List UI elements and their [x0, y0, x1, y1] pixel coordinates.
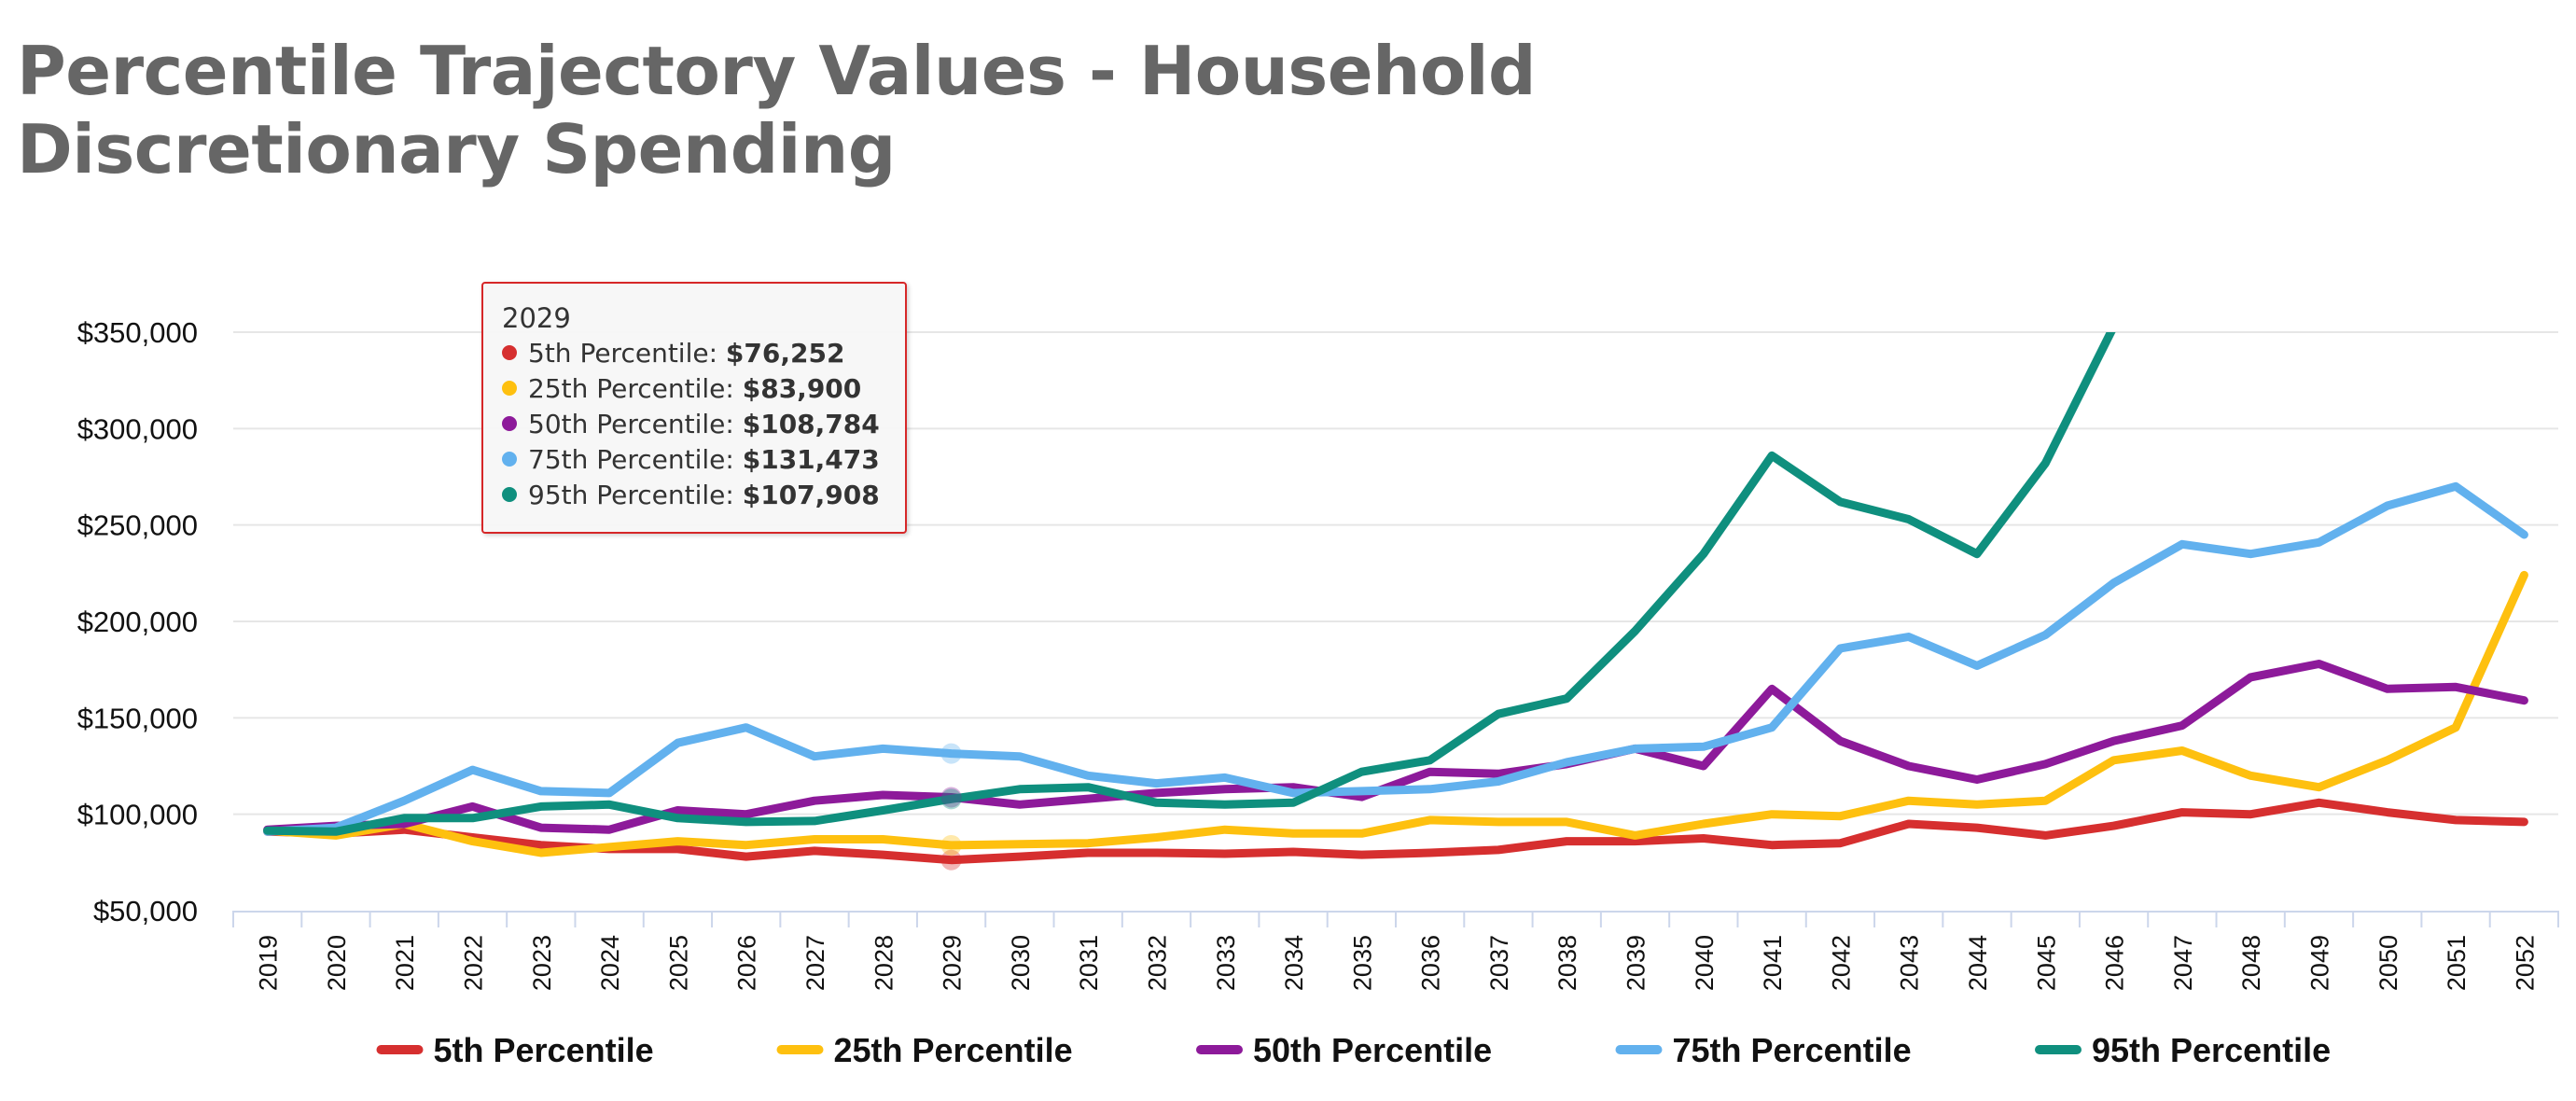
x-tick-label: 2045	[2032, 935, 2060, 991]
x-tick-label: 2026	[733, 935, 761, 991]
series-line-3[interactable]	[263, 660, 2528, 834]
tooltip-dot-75th	[502, 452, 517, 467]
tooltip-dot-50th	[502, 416, 517, 431]
legend-label-2[interactable]: 25th Percentile	[834, 1031, 1073, 1069]
x-tick-label: 2040	[1691, 935, 1719, 991]
x-tick-label: 2049	[2305, 935, 2333, 991]
tooltip-label-5th: 5th Percentile:	[528, 338, 726, 369]
series-line-2[interactable]	[263, 570, 2528, 857]
y-tick-label: $250,000	[77, 509, 198, 542]
x-tick-label: 2042	[1827, 935, 1855, 991]
tooltip-value-95th: $107,908	[742, 480, 880, 510]
chart-title: Percentile Trajectory Values - Household…	[17, 32, 1537, 188]
x-tick-label: 2023	[528, 935, 556, 991]
series-line-4[interactable]	[263, 481, 2528, 836]
x-tick-label: 2047	[2169, 935, 2197, 991]
legend-label-1[interactable]: 5th Percentile	[434, 1031, 654, 1069]
x-tick-label: 2025	[664, 935, 692, 991]
series-line-1[interactable]	[263, 798, 2528, 865]
axes: $50,000 $100,000 $150,000 $200,000 $250,000 $…	[77, 316, 2559, 991]
tooltip-value-75th: $131,473	[742, 444, 880, 475]
y-tick-label: $300,000	[77, 412, 198, 445]
tooltip-row-75th: 75th Percentile: $131,473	[502, 442, 905, 478]
y-tick-label: $50,000	[93, 895, 198, 927]
x-tick-label: 2033	[1212, 935, 1240, 991]
y-tick-label: $100,000	[77, 799, 198, 831]
tooltip-row-95th: 95th Percentile: $107,908	[502, 478, 905, 513]
x-tick-label: 2029	[939, 935, 967, 991]
tooltip-label-75th: 75th Percentile:	[528, 444, 743, 475]
x-tick-label: 2031	[1075, 935, 1103, 991]
x-tick-label: 2035	[1348, 935, 1376, 991]
tooltip-dot-25th	[502, 381, 517, 396]
chart-title-line-1: Percentile Trajectory Values - Household	[17, 32, 1537, 110]
x-tick-label: 2020	[323, 935, 351, 991]
hover-marker-2	[940, 834, 962, 856]
hover-marker-4	[940, 743, 962, 764]
tooltip: 2029 5th Percentile: $76,252 25th Percen…	[481, 282, 907, 534]
x-tick-label: 2050	[2374, 935, 2402, 991]
hover-marker-1	[940, 849, 962, 871]
tooltip-value-25th: $83,900	[742, 373, 862, 404]
x-tick-label: 2041	[1759, 935, 1787, 991]
tooltip-row-50th: 50th Percentile: $108,784	[502, 407, 905, 442]
hover-marker-3	[940, 787, 962, 808]
hover-marker-5	[940, 788, 962, 810]
tooltip-header: 2029	[502, 302, 571, 334]
y-tick-label: $200,000	[77, 606, 198, 638]
x-tick-label: 2052	[2511, 935, 2539, 991]
x-tick-label: 2024	[596, 935, 624, 991]
x-tick-label: 2038	[1553, 935, 1581, 991]
hover-markers	[940, 743, 962, 871]
x-tick-label: 2022	[460, 935, 488, 991]
x-tick-label: 2046	[2101, 935, 2129, 991]
chart-title-line-2: Discretionary Spending	[17, 110, 896, 188]
tooltip-label-95th: 95th Percentile:	[528, 480, 743, 510]
tooltip-value-50th: $108,784	[742, 409, 880, 439]
legend-label-4[interactable]: 75th Percentile	[1673, 1031, 1912, 1069]
x-tick-label: 2034	[1280, 935, 1308, 991]
x-tick-label: 2019	[255, 935, 283, 991]
x-tick-label: 2051	[2443, 935, 2471, 991]
series-line-5[interactable]	[263, 327, 2116, 836]
y-tick-label: $150,000	[77, 702, 198, 734]
x-tick-label: 2032	[1143, 935, 1171, 991]
x-tick-label: 2027	[801, 935, 829, 991]
x-tick-label: 2037	[1485, 935, 1513, 991]
x-tick-label: 2028	[870, 935, 898, 991]
x-tick-label: 2036	[1417, 935, 1445, 991]
legend-label-5[interactable]: 95th Percentile	[2092, 1031, 2331, 1069]
x-tick-label: 2021	[391, 935, 419, 991]
legend-label-3[interactable]: 50th Percentile	[1253, 1031, 1492, 1069]
y-tick-label: $350,000	[77, 316, 198, 349]
x-tick-label: 2044	[1964, 935, 1992, 991]
tooltip-dot-95th	[502, 487, 517, 502]
tooltip-row-5th: 5th Percentile: $76,252	[502, 336, 905, 371]
legend[interactable]: 5th Percentile 25th Percentile 50th Percen…	[376, 1031, 2332, 1069]
x-tick-label: 2039	[1622, 935, 1650, 991]
tooltip-label-50th: 50th Percentile:	[528, 409, 743, 439]
tooltip-label-25th: 25th Percentile:	[528, 373, 743, 404]
tooltip-value-5th: $76,252	[725, 338, 845, 369]
x-tick-label: 2048	[2237, 935, 2265, 991]
tooltip-dot-5th	[502, 345, 517, 360]
x-tick-label: 2030	[1007, 935, 1035, 991]
series-lines	[263, 327, 2528, 865]
tooltip-row-25th: 25th Percentile: $83,900	[502, 371, 905, 407]
x-tick-label: 2043	[1896, 935, 1924, 991]
